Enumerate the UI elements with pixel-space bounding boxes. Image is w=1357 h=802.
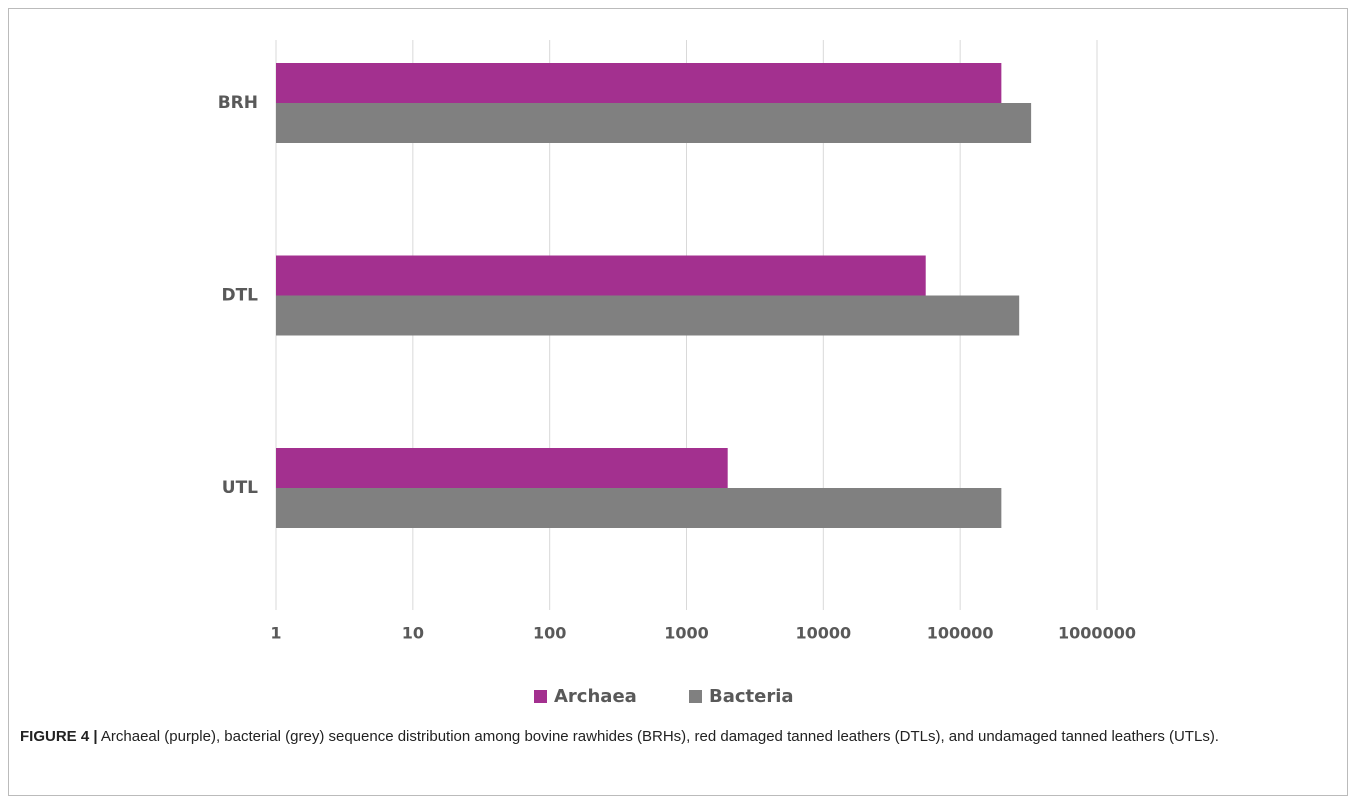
y-tick-label: BRH <box>218 93 258 113</box>
chart: 1 10 100 1000 10000 100000 1000000 BRH DTL UTL Arc… <box>218 40 1136 707</box>
bar <box>276 448 728 488</box>
figure-frame <box>8 8 1348 796</box>
bar <box>276 488 1002 528</box>
x-tick-label: 100 <box>533 624 566 643</box>
legend-label: Bacteria <box>709 686 794 707</box>
bar <box>276 63 1002 103</box>
x-tick-label: 10 <box>402 624 424 643</box>
bar <box>276 255 926 296</box>
legend-swatch <box>689 690 702 703</box>
x-tick-label: 1000 <box>664 624 709 643</box>
y-tick-label: DTL <box>221 286 258 306</box>
x-tick-label: 1000000 <box>1058 624 1136 643</box>
x-tick-label: 1 <box>270 624 281 643</box>
y-tick-label: UTL <box>222 478 258 498</box>
x-tick-label: 100000 <box>927 624 994 643</box>
caption-text: Archaeal (purple), bacterial (grey) sequ… <box>100 728 1219 745</box>
caption-label: FIGURE 4 | <box>20 728 98 745</box>
legend-swatch <box>534 690 547 703</box>
caption: FIGURE 4 | Archaeal (purple), bacterial … <box>20 724 1330 750</box>
bar <box>276 103 1032 143</box>
legend-label: Archaea <box>554 686 637 707</box>
x-tick-label: 10000 <box>795 624 851 643</box>
bar <box>276 295 1020 336</box>
